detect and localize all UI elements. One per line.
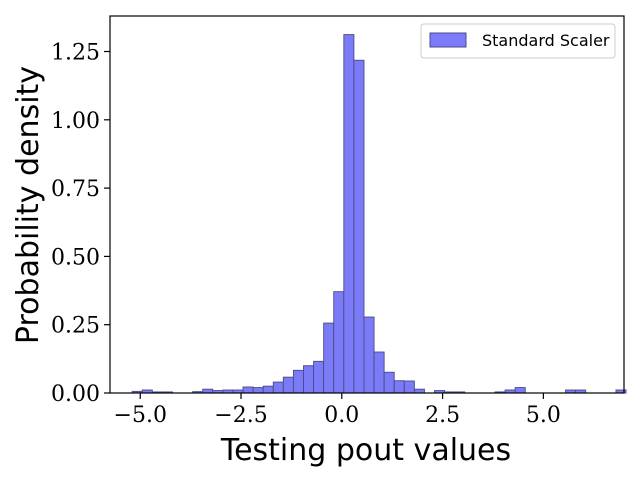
histogram-bar — [333, 291, 345, 394]
y-axis-label: Probability density — [11, 66, 46, 344]
histogram-bar — [323, 322, 335, 394]
x-tick-label: 0.0 — [324, 403, 359, 428]
histogram-bar — [343, 34, 355, 394]
legend: Standard Scaler — [420, 23, 616, 59]
x-tick-label: 2.5 — [425, 403, 460, 428]
legend-box — [420, 23, 616, 59]
x-tick-label: 5.0 — [526, 403, 561, 428]
y-tick-label: 0.50 — [51, 245, 100, 270]
histogram-bar — [514, 387, 526, 394]
y-tick-label: 0.25 — [51, 314, 100, 339]
histogram-bar — [272, 381, 284, 394]
histogram-bar — [303, 365, 315, 394]
plot-frame — [109, 15, 625, 394]
histogram-bar — [292, 369, 304, 394]
histogram-bar — [353, 59, 365, 394]
y-axis-ticks: 0.00 0.25 0.50 0.75 1.00 1.25 — [51, 41, 110, 407]
histogram-bar — [383, 371, 395, 394]
x-axis-ticks: −5.0 −2.5 0.0 2.5 5.0 — [114, 393, 561, 428]
legend-swatch — [429, 32, 467, 48]
x-tick-label: −2.5 — [214, 403, 267, 428]
x-axis-label: Testing pout values — [220, 433, 511, 468]
histogram-bar — [242, 386, 254, 394]
y-tick-label: 0.75 — [51, 177, 100, 202]
legend-label: Standard Scaler — [482, 31, 610, 50]
histogram-bar — [252, 387, 264, 394]
x-tick-label: −5.0 — [114, 403, 167, 428]
histogram-bar — [313, 360, 325, 394]
y-tick-label: 1.25 — [51, 41, 100, 66]
histogram-bar — [373, 351, 385, 394]
histogram-bar — [282, 376, 294, 394]
histogram-bar — [393, 380, 405, 394]
histogram-bar — [403, 380, 415, 394]
y-tick-label: 1.00 — [51, 109, 100, 134]
y-tick-label: 0.00 — [51, 382, 100, 407]
histogram-bar — [262, 385, 274, 394]
histogram-bar — [363, 316, 375, 394]
